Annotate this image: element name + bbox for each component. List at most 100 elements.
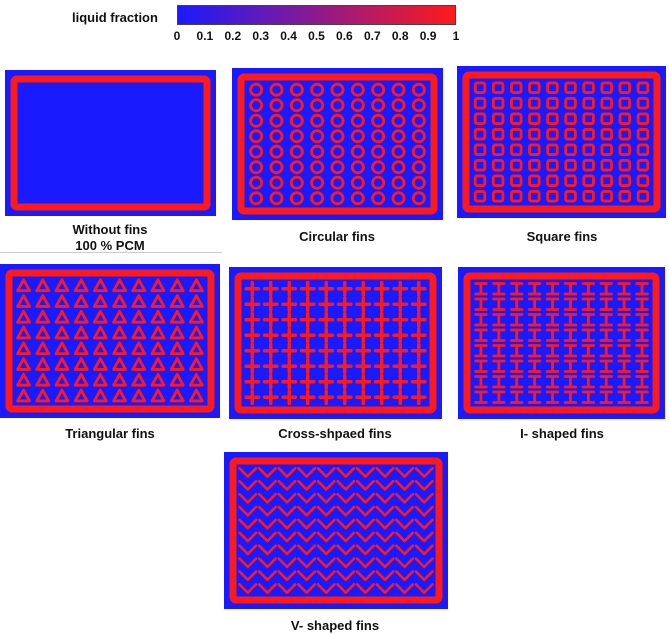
fin-square [600, 174, 613, 187]
fin-ibeam [617, 359, 631, 373]
fin-vee [238, 570, 258, 582]
fin-vee [355, 570, 375, 582]
fin-pattern [457, 66, 666, 218]
fin-vee [414, 583, 434, 594]
fin-circle [330, 144, 345, 159]
fin-ibeam [635, 328, 649, 342]
fin-vee [297, 557, 317, 569]
fin-ibeam [527, 375, 542, 389]
fin-cross [392, 280, 409, 297]
fin-cross [244, 389, 261, 406]
fin-circle [289, 175, 304, 190]
fin-cross [355, 280, 372, 297]
fin-vee [355, 557, 375, 569]
fin-vee [277, 557, 297, 569]
fin-ibeam [599, 344, 613, 358]
fin-square [582, 81, 595, 94]
fin-triangle [35, 325, 51, 340]
fin-square [546, 143, 559, 156]
fin-triangle [16, 278, 31, 293]
colorbar-tick: 0.2 [224, 29, 242, 43]
fin-circle [350, 160, 365, 175]
fin-cross [392, 327, 409, 344]
fin-square [473, 112, 487, 125]
fin-vee [257, 518, 277, 530]
fin-triangle [150, 294, 166, 308]
fin-vee [336, 518, 356, 530]
fin-triangle [73, 325, 89, 340]
fin-vee [238, 583, 258, 594]
fin-ibeam [545, 359, 560, 373]
fin-ibeam [474, 375, 488, 389]
fin-triangle [54, 357, 70, 371]
fin-circle [310, 144, 325, 159]
fin-cross [281, 358, 298, 375]
fin-circle [350, 175, 365, 190]
fin-square [636, 143, 650, 156]
fin-cross [318, 296, 335, 313]
fin-square [636, 81, 650, 94]
fin-square [473, 81, 487, 94]
fin-triangle [73, 357, 89, 371]
fin-square [618, 128, 632, 141]
fin-vee [316, 544, 336, 556]
fin-triangle [73, 388, 89, 403]
fin-vee [375, 467, 395, 478]
fin-circle [330, 175, 345, 190]
fin-circle [249, 175, 264, 190]
fin-triangle [189, 388, 204, 403]
caption-triangular-fins: Triangular fins [65, 426, 155, 441]
fin-square [636, 128, 650, 141]
fin-ibeam [581, 359, 596, 373]
fin-cross [281, 342, 298, 359]
fin-triangle [189, 372, 204, 387]
fin-square [491, 128, 505, 141]
caption-line1: Without fins [72, 222, 148, 237]
fin-triangle [16, 357, 31, 371]
fin-triangle [112, 388, 127, 403]
fin-square [510, 159, 523, 172]
colorbar-tick: 0.8 [391, 29, 409, 43]
fin-ibeam [510, 297, 524, 311]
fin-vee [336, 583, 356, 594]
fin-vee [414, 570, 434, 582]
fin-circle [310, 175, 325, 190]
fin-vee [395, 531, 415, 543]
fin-cross [244, 373, 261, 390]
fin-ibeam [545, 390, 560, 404]
fin-square [618, 143, 632, 156]
fin-triangle [93, 309, 108, 324]
fin-square [546, 112, 559, 125]
fin-triangle [54, 388, 70, 403]
fin-triangle [131, 372, 147, 387]
legend-title: liquid fraction [72, 10, 158, 25]
fin-cross [281, 389, 298, 406]
fin-ibeam [581, 282, 596, 296]
fin-triangle [131, 357, 147, 371]
fin-ibeam [599, 328, 613, 342]
fin-square [491, 174, 505, 187]
fin-square [491, 112, 505, 125]
fin-ibeam [545, 344, 560, 358]
fin-vee [257, 492, 277, 504]
fin-cross [318, 342, 335, 359]
fin-square [546, 190, 559, 203]
fin-cross [336, 311, 353, 328]
fin-square [618, 174, 632, 187]
fin-circle [371, 129, 386, 144]
fin-square [582, 174, 595, 187]
fin-vee [395, 583, 415, 594]
fin-circle [411, 175, 426, 190]
fin-circle [411, 144, 426, 159]
fin-circle [350, 129, 365, 144]
fin-vee [316, 583, 336, 594]
fin-ibeam [635, 359, 649, 373]
fin-circle [411, 113, 426, 128]
fin-circle [411, 129, 426, 144]
fin-cross [299, 327, 316, 344]
fin-ibeam [599, 390, 613, 404]
fin-ibeam [527, 313, 542, 327]
fin-ibeam [510, 313, 524, 327]
fin-cross [410, 358, 427, 375]
fin-ibeam [563, 282, 578, 296]
